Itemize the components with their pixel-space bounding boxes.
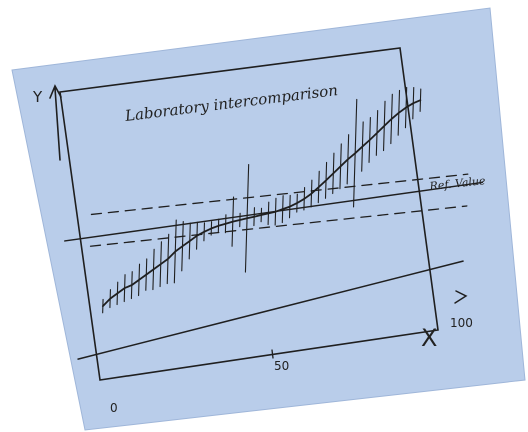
x-tick-mark xyxy=(271,349,274,359)
x-axis-arrowhead xyxy=(454,290,468,304)
reference-band-upper xyxy=(90,173,469,216)
fit-curve xyxy=(102,99,422,307)
x-tick-label: 50 xyxy=(274,359,289,373)
x-tick-label: 0 xyxy=(110,401,118,415)
reference-band-lower xyxy=(89,205,468,247)
reference-label: Ref. Value xyxy=(428,174,487,193)
y-axis-label: Y xyxy=(32,88,43,106)
x-tick-label: 100 xyxy=(450,316,473,330)
x-axis-label: X xyxy=(421,324,437,352)
x-tick-labels: 0 50 100 xyxy=(110,316,473,415)
series-line xyxy=(102,99,422,307)
y-axis-arrow xyxy=(49,84,62,161)
x-axis-line xyxy=(77,260,464,360)
plot-frame xyxy=(59,47,439,381)
frame xyxy=(49,47,468,381)
